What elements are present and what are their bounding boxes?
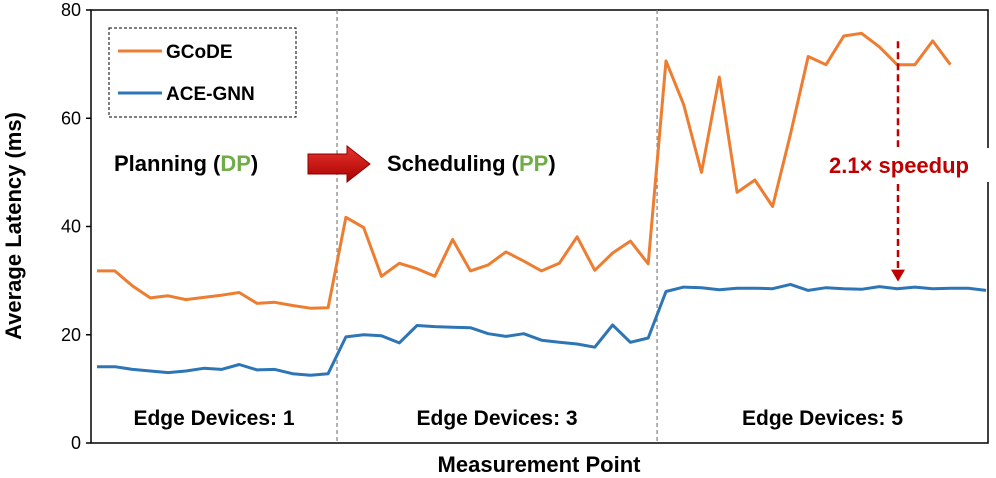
segment-label: Edge Devices: 1 [133,407,294,430]
speedup-label: 2.1× speedup [829,153,969,178]
speedup-arrowhead-icon [891,269,905,282]
legend-label-gcode: GCoDE [166,42,233,63]
segment-dividers [336,10,658,443]
segment-label: Edge Devices: 3 [417,407,578,430]
planning-annotation: Planning (DP) [114,151,258,176]
y-tick-label: 60 [61,108,81,128]
y-tick-label: 40 [61,217,81,237]
series-lines [97,31,987,377]
legend: GCoDE ACE-GNN [108,27,297,118]
y-axis: 0 20 40 60 80 [61,0,91,453]
series-line-ace-gnn [97,282,987,377]
y-tick-label: 80 [61,0,81,20]
speedup-arrow [891,41,905,282]
y-tick-label: 20 [61,325,81,345]
x-axis-title: Measurement Point [438,452,642,477]
scheduling-prefix: Scheduling ( [387,151,520,176]
scheduling-annotation: Scheduling (PP) [387,151,556,176]
y-axis-title: Average Latency (ms) [1,112,26,340]
planning-abbr: DP [220,151,251,176]
legend-label-ace-gnn: ACE-GNN [166,84,255,105]
planning-prefix: Planning ( [114,151,221,176]
planning-suffix: ) [251,151,258,176]
scheduling-suffix: ) [548,151,555,176]
series-line-gcode [97,31,952,310]
y-tick-label: 0 [71,433,81,453]
segment-label: Edge Devices: 5 [742,407,903,430]
legend-box [108,27,297,118]
scheduling-abbr: PP [519,151,548,176]
transition-arrow-icon [307,144,371,184]
segment-labels: Edge Devices: 1 Edge Devices: 3 Edge Devic… [133,407,903,430]
speedup-label-bg [808,148,990,182]
